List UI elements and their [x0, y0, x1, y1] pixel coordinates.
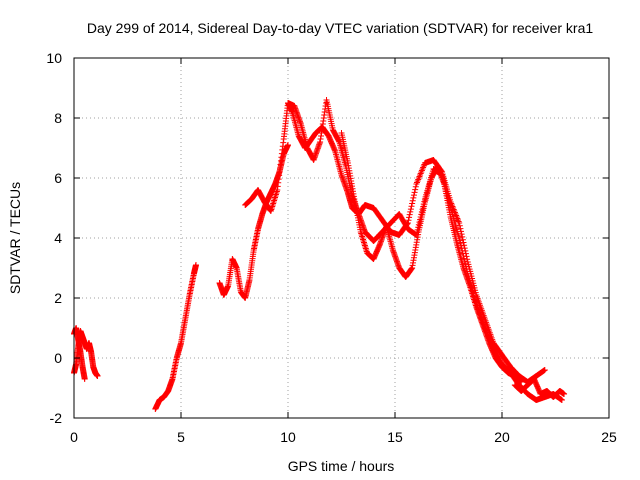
x-tick-label: 0	[70, 429, 78, 445]
data-point-fill	[410, 192, 417, 199]
x-tick-label: 10	[280, 429, 296, 445]
data-point-fill	[458, 245, 465, 252]
grid-lines	[74, 58, 609, 418]
y-axis-label: SDTVAR / TECUs	[7, 182, 23, 294]
data-point-fill	[409, 197, 416, 204]
data-point	[285, 142, 291, 148]
series-arc-midday-c	[338, 130, 525, 385]
data-point-fill	[405, 217, 412, 224]
series-arc-early	[71, 328, 101, 379]
data-point	[541, 367, 548, 373]
data-point-fill	[457, 240, 464, 247]
series-arc-rise	[152, 262, 199, 412]
data-point-fill	[407, 208, 414, 215]
data-point-fill	[456, 222, 463, 229]
x-tick-label: 25	[601, 429, 617, 445]
y-tick-label: 4	[54, 230, 62, 246]
x-tick-label: 15	[387, 429, 403, 445]
data-point-fill	[408, 203, 415, 210]
data-point-fill	[406, 214, 413, 221]
y-tick-label: 6	[54, 170, 62, 186]
y-tick-label: 8	[54, 110, 62, 126]
data-point-fill	[457, 225, 464, 232]
axis-ticks: 0 5 10 15 20 25 -2 0 2 4 6 8 10	[46, 50, 617, 445]
data-point	[518, 379, 525, 385]
y-tick-label: -2	[50, 410, 63, 426]
data-points	[71, 97, 568, 412]
y-tick-label: 2	[54, 290, 62, 306]
data-point-fill	[459, 250, 466, 257]
x-axis-label: GPS time / hours	[288, 458, 395, 474]
series-arc-early-b	[71, 325, 88, 382]
data-point-fill	[459, 233, 466, 240]
y-tick-label: 10	[46, 50, 62, 66]
data-point	[558, 397, 565, 403]
y-tick-label: 0	[54, 350, 62, 366]
series-arc-late	[511, 376, 568, 400]
data-point	[94, 373, 101, 379]
x-tick-label: 5	[177, 429, 185, 445]
data-point-fill	[409, 200, 416, 207]
x-tick-label: 20	[494, 429, 510, 445]
data-point-fill	[412, 186, 419, 193]
data-point	[81, 376, 88, 382]
data-point-fill	[410, 194, 417, 201]
data-point-fill	[459, 236, 466, 243]
data-point-fill	[406, 211, 413, 218]
data-point-fill	[411, 189, 418, 196]
data-point	[192, 262, 199, 268]
data-point	[561, 391, 568, 397]
data-point-fill	[407, 206, 414, 213]
data-point-fill	[412, 183, 419, 190]
chart-title: Day 299 of 2014, Sidereal Day-to-day VTE…	[87, 20, 593, 36]
series-arc-midday-b	[285, 97, 565, 403]
data-point-fill	[460, 239, 467, 246]
